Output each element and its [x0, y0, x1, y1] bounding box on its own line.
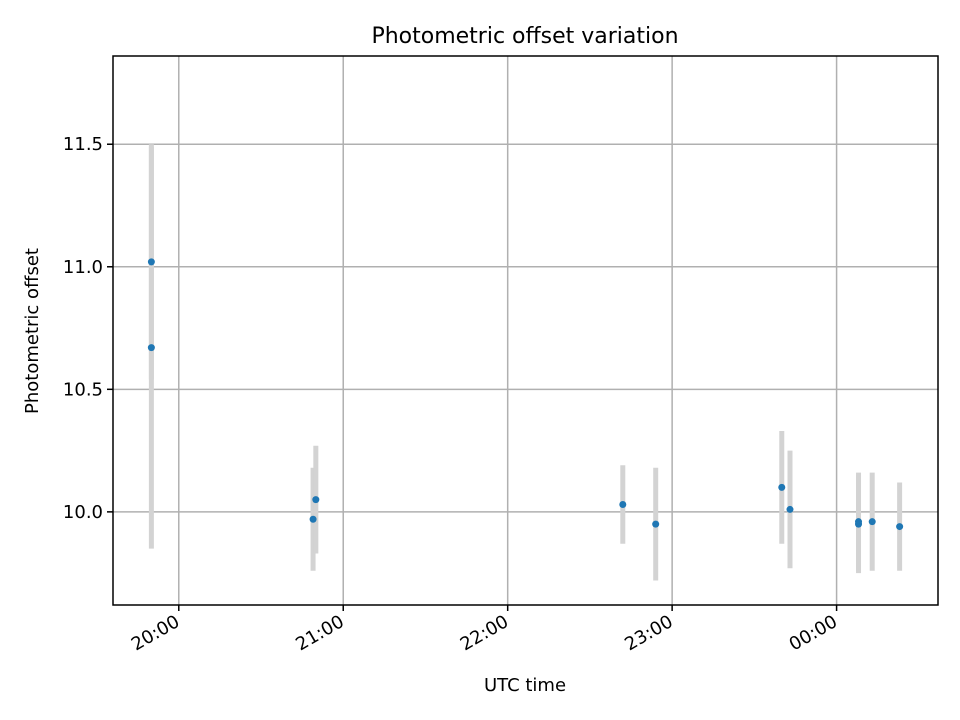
data-point	[778, 483, 786, 491]
data-point	[896, 523, 904, 531]
x-tick-label: 23:00	[621, 611, 676, 655]
y-tick-label: 10.5	[63, 379, 103, 400]
chart-title: Photometric offset variation	[371, 24, 678, 49]
data-point	[147, 344, 155, 352]
plot-frame	[112, 55, 939, 606]
y-tick-label: 10.0	[63, 502, 103, 523]
x-tick-label: 21:00	[292, 611, 347, 655]
data-point	[312, 496, 320, 504]
ticks: 20:00 21:00 22:00 23:00 00:00 10.0 10.5 11.0 11.…	[63, 134, 841, 655]
y-tick-label: 11.0	[63, 257, 103, 278]
data-point	[786, 505, 794, 513]
data-point	[855, 520, 863, 528]
y-tick-label: 11.5	[63, 134, 103, 155]
grid	[113, 56, 938, 605]
y-axis-label: Photometric offset	[22, 248, 43, 414]
x-tick-label: 22:00	[457, 611, 512, 655]
x-axis-label: UTC time	[484, 675, 566, 696]
data-point	[868, 518, 876, 526]
error-bars	[148, 144, 903, 581]
data-point	[147, 258, 155, 266]
data-point	[652, 520, 660, 528]
data-points	[147, 258, 904, 531]
data-point	[309, 515, 317, 523]
x-tick-label: 20:00	[128, 611, 183, 655]
x-tick-label: 00:00	[786, 611, 841, 655]
data-point	[619, 501, 627, 509]
